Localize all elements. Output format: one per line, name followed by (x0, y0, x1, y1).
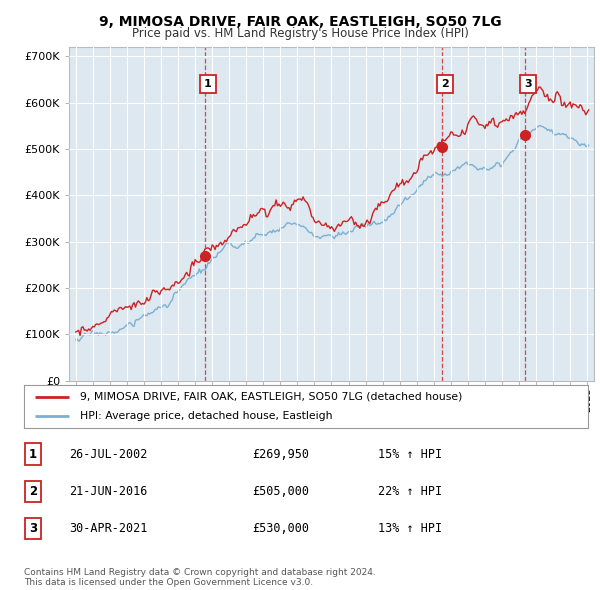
Text: HPI: Average price, detached house, Eastleigh: HPI: Average price, detached house, East… (80, 411, 333, 421)
Text: £505,000: £505,000 (252, 484, 309, 498)
Text: 9, MIMOSA DRIVE, FAIR OAK, EASTLEIGH, SO50 7LG (detached house): 9, MIMOSA DRIVE, FAIR OAK, EASTLEIGH, SO… (80, 392, 463, 402)
Text: £530,000: £530,000 (252, 522, 309, 535)
Text: 3: 3 (29, 522, 37, 535)
Text: 2: 2 (29, 484, 37, 498)
Text: 3: 3 (524, 79, 532, 89)
Text: 2: 2 (441, 79, 449, 89)
Text: 13% ↑ HPI: 13% ↑ HPI (378, 522, 442, 535)
Text: 15% ↑ HPI: 15% ↑ HPI (378, 447, 442, 461)
Text: 1: 1 (29, 447, 37, 461)
Text: 9, MIMOSA DRIVE, FAIR OAK, EASTLEIGH, SO50 7LG: 9, MIMOSA DRIVE, FAIR OAK, EASTLEIGH, SO… (98, 15, 502, 29)
Text: 21-JUN-2016: 21-JUN-2016 (69, 484, 148, 498)
Text: Price paid vs. HM Land Registry's House Price Index (HPI): Price paid vs. HM Land Registry's House … (131, 27, 469, 40)
Text: Contains HM Land Registry data © Crown copyright and database right 2024.: Contains HM Land Registry data © Crown c… (24, 568, 376, 576)
Text: 26-JUL-2002: 26-JUL-2002 (69, 447, 148, 461)
Text: 30-APR-2021: 30-APR-2021 (69, 522, 148, 535)
Text: 1: 1 (204, 79, 212, 89)
Text: £269,950: £269,950 (252, 447, 309, 461)
Text: This data is licensed under the Open Government Licence v3.0.: This data is licensed under the Open Gov… (24, 578, 313, 587)
Text: 22% ↑ HPI: 22% ↑ HPI (378, 484, 442, 498)
